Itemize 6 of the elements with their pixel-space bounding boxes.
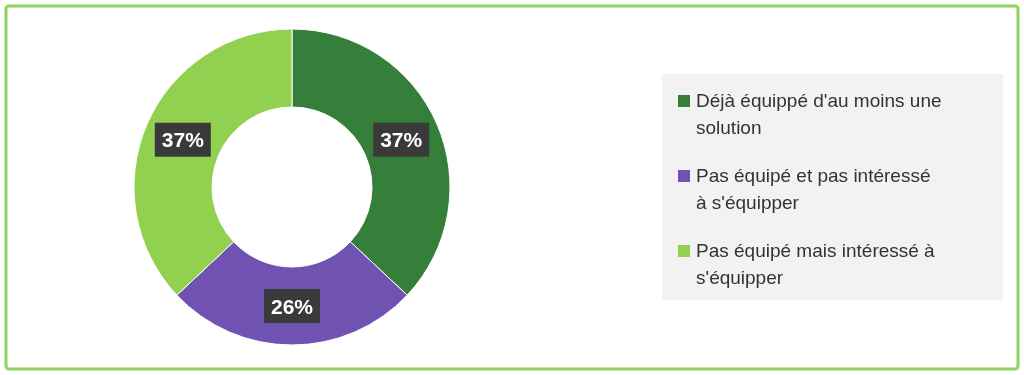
data-label: 37% <box>380 128 423 152</box>
data-label: 26% <box>270 294 314 318</box>
legend-label: Pas équipé et pas intéressé à s'équipper <box>696 165 931 213</box>
legend-label: Pas équipé mais intéressé à s'équipper <box>696 240 936 288</box>
data-label: 37% <box>161 128 205 152</box>
legend-label: Déjà équippé d'au moins une solution <box>696 90 942 138</box>
